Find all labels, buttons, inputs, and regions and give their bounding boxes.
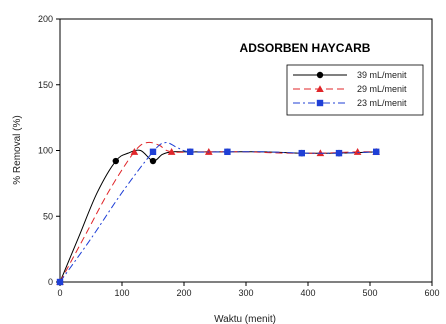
x-tick-label: 200 [176,288,191,298]
data-point [205,148,213,155]
y-tick-label: 150 [38,80,53,90]
x-tick-label: 500 [362,288,377,298]
legend-item: 23 mL/menit [293,98,407,108]
legend-label: 23 mL/menit [357,98,407,108]
data-point [112,157,120,165]
legend-label: 39 mL/menit [357,70,407,80]
series-line [59,141,377,283]
x-tick-label: 300 [238,288,253,298]
legend-item: 39 mL/menit [293,70,407,80]
data-point [149,157,157,165]
data-point [316,149,325,157]
data-point [167,148,176,155]
x-tick-label: 0 [57,288,62,298]
y-tick-label: 50 [43,211,53,221]
series-layer [56,141,380,286]
x-axis-title: Waktu (menit) [214,314,276,324]
x-tick-label: 600 [424,288,439,298]
data-point [56,278,64,286]
series-line [59,142,377,283]
data-point [373,148,380,156]
series-line [59,149,377,283]
x-axis: 0 100 200 300 400 500 600 [57,282,440,298]
data-point [353,148,362,155]
data-point [130,148,139,155]
y-tick-label: 100 [38,146,53,156]
series-2 [56,141,380,286]
legend-marker [316,71,324,79]
legend-marker [316,99,324,107]
y-tick-label: 0 [48,277,53,287]
series-3 [56,142,380,286]
chart-title: ADSORBEN HAYCARB [240,41,371,55]
y-tick-label: 200 [38,14,53,24]
legend-marker [316,85,324,93]
data-point [298,149,305,157]
data-point [187,148,194,156]
legend: 39 mL/menit 29 mL/menit 23 mL/menit [286,64,424,116]
x-tick-label: 400 [300,288,315,298]
legend-label: 29 mL/menit [357,84,407,94]
data-point [335,149,343,157]
legend-box [286,64,424,116]
y-axis: 0 50 100 150 200 [38,14,60,287]
x-tick-label: 100 [114,288,129,298]
data-point [149,148,157,156]
legend-item: 29 mL/menit [293,84,407,94]
y-axis-title: % Removal (%) [12,115,23,184]
data-point [224,148,231,156]
